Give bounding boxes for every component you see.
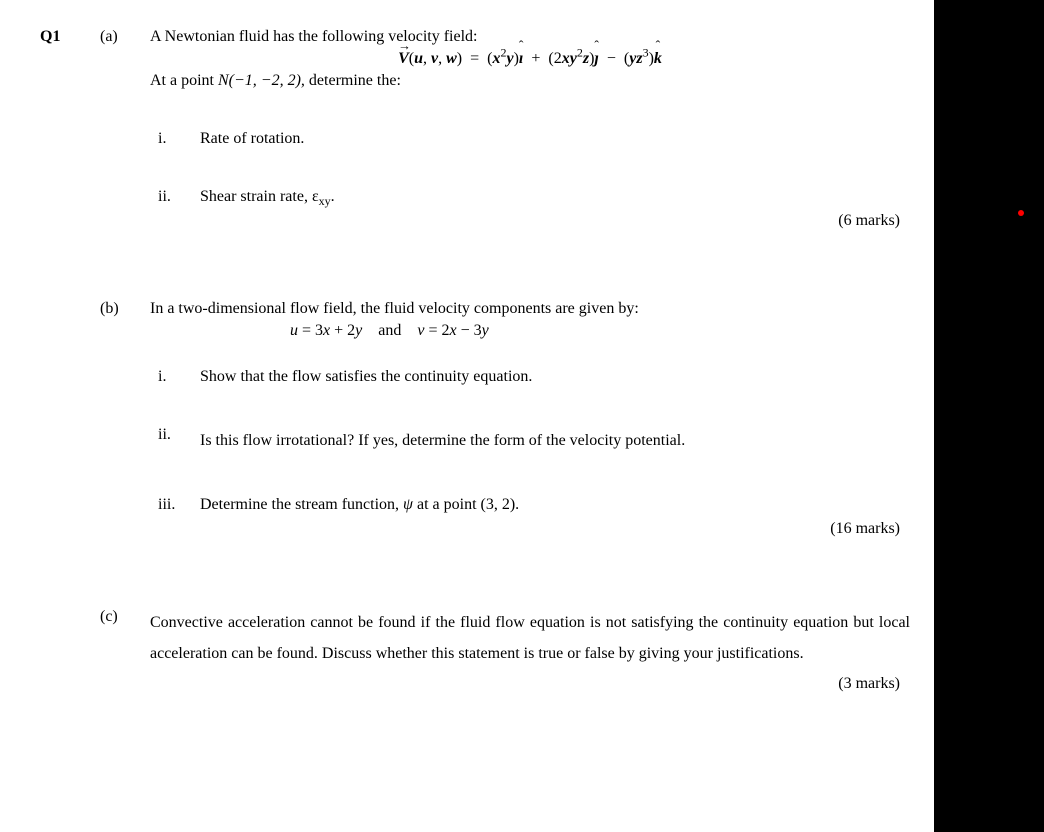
subitem-text: Determine the stream function, ψ at a po… bbox=[200, 496, 910, 514]
part-a-item-i: i. Rate of rotation. bbox=[150, 130, 910, 148]
eq-u-rhs: = 3x + 2y bbox=[298, 322, 362, 339]
subitem-num: i. bbox=[150, 368, 200, 386]
q1-row: Q1 (a) A Newtonian fluid has the followi… bbox=[40, 28, 910, 230]
part-a-subitems: i. Rate of rotation. ii. Shear strain ra… bbox=[150, 130, 910, 206]
part-c-text: Convective acceleration cannot be found … bbox=[150, 608, 910, 669]
subitem-text: Rate of rotation. bbox=[200, 130, 910, 148]
part-a-body: A Newtonian fluid has the following velo… bbox=[150, 28, 910, 230]
part-a-equation: →V(u, v, w) = (x2y)ˆı + (2xy2z)ˆȷ − (yz3… bbox=[150, 50, 910, 68]
part-b-item-ii: ii. Is this flow irrotational? If yes, d… bbox=[150, 426, 910, 456]
part-b-body: In a two-dimensional flow field, the flu… bbox=[150, 300, 910, 538]
part-c-label: (c) bbox=[100, 608, 150, 626]
subitem-text: Shear strain rate, εxy. bbox=[200, 188, 910, 206]
part-a-intro: A Newtonian fluid has the following velo… bbox=[150, 28, 910, 46]
part-a-label: (a) bbox=[100, 28, 150, 46]
part-a-point-line: At a point N(−1, −2, 2), determine the: bbox=[150, 72, 910, 90]
subitem-num: iii. bbox=[150, 496, 200, 514]
part-b-equation: u = 3x + 2y and v = 2x − 3y bbox=[150, 322, 910, 340]
part-a-point-prefix: At a point bbox=[150, 72, 218, 89]
vertical-black-bar bbox=[934, 0, 1044, 832]
subitem-text: Is this flow irrotational? If yes, deter… bbox=[200, 426, 910, 456]
shear-text-prefix: Shear strain rate, bbox=[200, 188, 312, 205]
red-dot-annotation bbox=[1018, 210, 1024, 216]
q1-b-row: (b) In a two-dimensional flow field, the… bbox=[40, 300, 910, 538]
part-a-marks: (6 marks) bbox=[150, 212, 910, 230]
eq-and: and bbox=[378, 322, 401, 339]
part-b-label: (b) bbox=[100, 300, 150, 318]
part-c-body: Convective acceleration cannot be found … bbox=[150, 608, 910, 693]
part-b-intro: In a two-dimensional flow field, the flu… bbox=[150, 300, 910, 318]
subitem-num: ii. bbox=[150, 426, 200, 444]
part-a-point-N: N(−1, −2, 2), bbox=[218, 72, 305, 89]
eq-v-lhs: v bbox=[417, 322, 424, 339]
epsilon-symbol: ε bbox=[312, 188, 319, 205]
part-a-item-ii: ii. Shear strain rate, εxy. bbox=[150, 188, 910, 206]
subitem-num: ii. bbox=[150, 188, 200, 206]
part-b-item-i: i. Show that the flow satisfies the cont… bbox=[150, 368, 910, 386]
eq-u-lhs: u bbox=[290, 322, 298, 339]
eq-v-rhs: = 2x − 3y bbox=[425, 322, 489, 339]
part-b-marks: (16 marks) bbox=[150, 520, 910, 538]
part-b-item-iii: iii. Determine the stream function, ψ at… bbox=[150, 496, 910, 514]
psi-symbol: ψ bbox=[403, 496, 417, 513]
page-content: Q1 (a) A Newtonian fluid has the followi… bbox=[40, 28, 910, 693]
question-number: Q1 bbox=[40, 28, 100, 46]
part-b-subitems: i. Show that the flow satisfies the cont… bbox=[150, 368, 910, 514]
shear-text-suffix: . bbox=[331, 188, 335, 205]
stream-prefix: Determine the stream function, bbox=[200, 496, 403, 513]
subitem-num: i. bbox=[150, 130, 200, 148]
part-c-marks: (3 marks) bbox=[150, 675, 910, 693]
q1-c-row: (c) Convective acceleration cannot be fo… bbox=[40, 608, 910, 693]
part-a-point-suffix: determine the: bbox=[305, 72, 401, 89]
stream-suffix: at a point (3, 2). bbox=[417, 496, 519, 513]
epsilon-subscript: xy bbox=[319, 194, 331, 208]
subitem-text: Show that the flow satisfies the continu… bbox=[200, 368, 910, 386]
